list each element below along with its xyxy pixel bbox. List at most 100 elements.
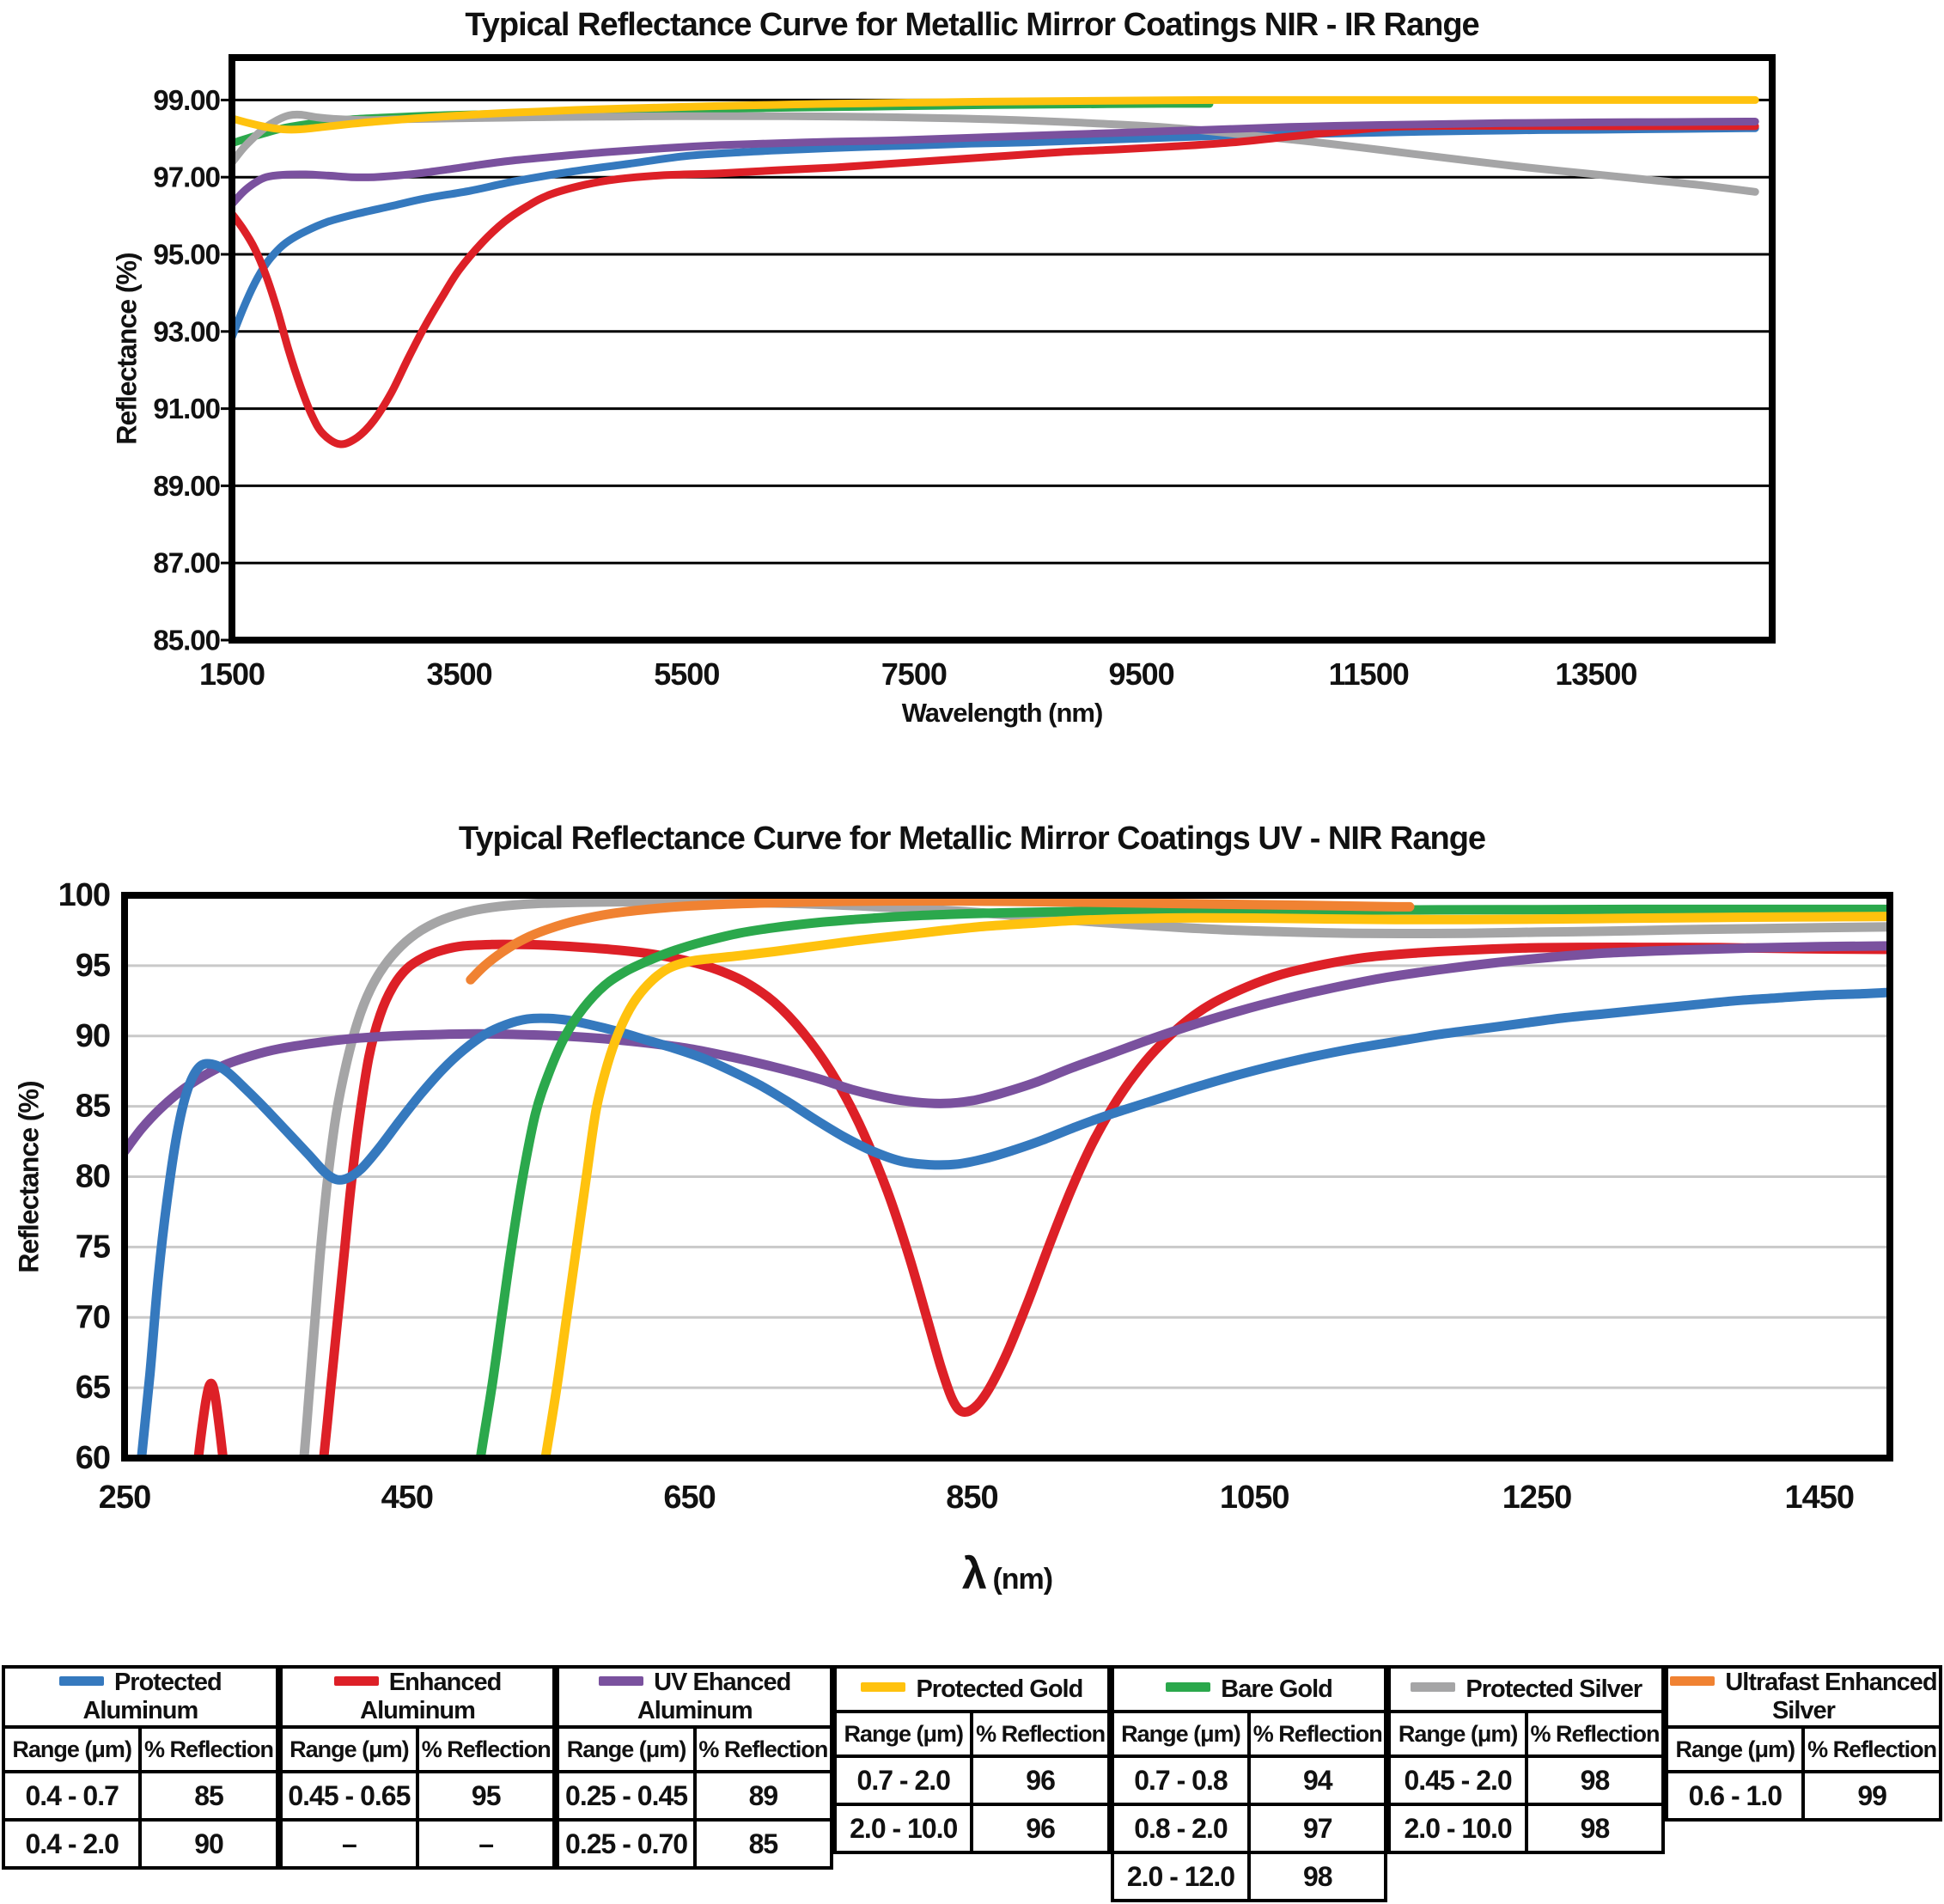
series-protected-aluminum bbox=[137, 987, 1890, 1458]
range-value: 0.7 - 2.0 bbox=[833, 1754, 974, 1806]
series-protected-aluminum bbox=[232, 124, 1759, 341]
range-value: 0.6 - 1.0 bbox=[1665, 1770, 1806, 1822]
legend-cell: Enhanced Aluminum bbox=[278, 1665, 557, 1729]
legend-cell: Bare Gold bbox=[1110, 1665, 1388, 1713]
range-header: Range (μm) bbox=[556, 1725, 697, 1773]
axis-labels: 100 95 90 85 80 75 70 65 60 250 450 650 850 1050 1250 1… bbox=[58, 877, 1855, 1516]
table-row: 0.4 - 2.0 90 bbox=[1, 1818, 279, 1870]
table-row: 0.8 - 2.0 97 bbox=[1110, 1803, 1388, 1854]
legend-swatch-icon bbox=[58, 1675, 104, 1686]
coating-column-protected-aluminum: Protected Aluminum Range (μm)% Reflection… bbox=[1, 1665, 279, 1870]
range-header: Range (μm) bbox=[1665, 1725, 1806, 1773]
coating-column-ultrafast-enhanced-silver: Ultrafast Enhanced Silver Range (μm)% Ref… bbox=[1665, 1665, 1942, 1822]
y-tick-label: 97.00 bbox=[153, 162, 220, 193]
x-tick-label: 1500 bbox=[199, 656, 265, 692]
gridlines bbox=[125, 894, 1890, 1460]
reflection-header: % Reflection bbox=[138, 1725, 279, 1773]
reflection-value: 90 bbox=[138, 1818, 279, 1870]
reflection-header: % Reflection bbox=[1247, 1710, 1388, 1758]
range-header: Range (μm) bbox=[1, 1725, 143, 1773]
y-tick-label: 95.00 bbox=[153, 239, 220, 271]
x-tick-label: 450 bbox=[381, 1480, 433, 1516]
nir-ir-chart-title: Typical Reflectance Curve for Metallic M… bbox=[465, 7, 1479, 43]
reflection-header: % Reflection bbox=[416, 1725, 557, 1773]
coating-name: Protected Gold bbox=[916, 1675, 1083, 1703]
x-tick-label: 250 bbox=[99, 1480, 150, 1516]
y-tick-label: 85.00 bbox=[153, 625, 220, 656]
range-header: Range (μm) bbox=[833, 1710, 974, 1758]
lambda-units: (nm) bbox=[992, 1563, 1053, 1596]
reflection-header: % Reflection bbox=[1801, 1725, 1942, 1773]
coating-name: Ultrafast Enhanced Silver bbox=[1725, 1669, 1937, 1724]
x-tick-label: 850 bbox=[946, 1480, 997, 1516]
y-tick-label: 65 bbox=[76, 1370, 111, 1406]
legend-swatch-icon bbox=[1166, 1682, 1211, 1693]
table-row: 2.0 - 10.0 96 bbox=[833, 1803, 1111, 1854]
y-tick-label: 60 bbox=[76, 1440, 110, 1476]
range-value: 0.4 - 2.0 bbox=[1, 1818, 143, 1870]
y-tick-label: 75 bbox=[76, 1229, 111, 1265]
range-value: 0.45 - 2.0 bbox=[1387, 1754, 1528, 1806]
range-value: 2.0 - 12.0 bbox=[1110, 1851, 1252, 1902]
x-tick-label: 13500 bbox=[1555, 656, 1636, 692]
coating-name: Bare Gold bbox=[1221, 1675, 1333, 1703]
legend-cell: Protected Gold bbox=[833, 1665, 1111, 1713]
range-header: Range (μm) bbox=[278, 1725, 420, 1773]
legend-cell: Ultrafast Enhanced Silver bbox=[1665, 1665, 1942, 1729]
uv-nir-chart: 100 95 90 85 80 75 70 65 60 250 450 650 850 1050 1250 1… bbox=[58, 877, 1893, 1516]
reflection-value: 85 bbox=[692, 1818, 834, 1870]
coatings-legend-table: Protected Aluminum Range (μm)% Reflection… bbox=[1, 1665, 1942, 1902]
series-protected-gold bbox=[232, 95, 1759, 134]
table-row: 0.25 - 0.70 85 bbox=[556, 1818, 834, 1870]
coating-name: UV Ehanced Aluminum bbox=[637, 1669, 791, 1724]
reflection-header: % Reflection bbox=[970, 1710, 1111, 1758]
coating-column-uv-ehanced-aluminum: UV Ehanced Aluminum Range (μm)% Reflectio… bbox=[556, 1665, 834, 1870]
legend-swatch-icon bbox=[861, 1682, 906, 1693]
reflection-value: 99 bbox=[1801, 1770, 1942, 1822]
table-row: 2.0 - 12.0 98 bbox=[1110, 1851, 1388, 1902]
coating-name: Protected Aluminum bbox=[82, 1669, 222, 1724]
nir-ir-y-axis-label: Reflectance (%) bbox=[111, 253, 143, 445]
range-value: 2.0 - 10.0 bbox=[833, 1803, 974, 1854]
y-tick-label: 70 bbox=[76, 1299, 110, 1335]
legend-swatch-icon bbox=[1411, 1682, 1456, 1693]
legend-cell: UV Ehanced Aluminum bbox=[556, 1665, 834, 1729]
reflection-value: 96 bbox=[970, 1754, 1111, 1806]
table-row: 2.0 - 10.0 98 bbox=[1387, 1803, 1666, 1854]
x-tick-label: 9500 bbox=[1109, 656, 1174, 692]
series-group bbox=[232, 95, 1759, 449]
series-protected-silver bbox=[299, 896, 1890, 1458]
series-ultrafast-enhanced-silver bbox=[466, 895, 1415, 985]
range-value: 0.7 - 0.8 bbox=[1110, 1754, 1252, 1806]
table-row: 0.7 - 0.8 94 bbox=[1110, 1754, 1388, 1806]
x-tick-label: 11500 bbox=[1329, 656, 1409, 692]
series-uv-ehanced-aluminum bbox=[232, 118, 1759, 209]
legend-swatch-icon bbox=[599, 1675, 644, 1686]
y-tick-label: 99.00 bbox=[153, 84, 220, 116]
table-row: 0.45 - 0.65 95 bbox=[278, 1770, 557, 1822]
legend-swatch-icon bbox=[1670, 1675, 1715, 1686]
range-value: 0.25 - 0.45 bbox=[556, 1770, 697, 1822]
x-tick-label: 1050 bbox=[1220, 1480, 1289, 1516]
y-tick-label: 95 bbox=[76, 948, 111, 984]
table-row: 0.6 - 1.0 99 bbox=[1665, 1770, 1942, 1822]
coating-column-enhanced-aluminum: Enhanced Aluminum Range (μm)% Reflection 0… bbox=[278, 1665, 557, 1870]
x-tick-label: 650 bbox=[663, 1480, 715, 1516]
reflection-value: 95 bbox=[416, 1770, 557, 1822]
series-protected-gold bbox=[540, 912, 1890, 1458]
coating-name: Enhanced Aluminum bbox=[360, 1669, 502, 1724]
x-tick-label: 1450 bbox=[1785, 1480, 1855, 1516]
range-header: Range (μm) bbox=[1110, 1710, 1252, 1758]
uv-nir-chart-title: Typical Reflectance Curve for Metallic M… bbox=[458, 821, 1486, 857]
reflection-value: 89 bbox=[692, 1770, 834, 1822]
x-tick-label: 7500 bbox=[881, 656, 947, 692]
y-tick-label: 89.00 bbox=[153, 470, 220, 502]
x-tick-label: 5500 bbox=[654, 656, 719, 692]
y-tick-label: 100 bbox=[58, 877, 110, 913]
y-tick-label: 80 bbox=[76, 1159, 110, 1195]
reflection-value: 94 bbox=[1247, 1754, 1388, 1806]
table-row: 0.4 - 0.7 85 bbox=[1, 1770, 279, 1822]
uv-nir-x-axis-label: λ (nm) bbox=[125, 1548, 1890, 1600]
reflection-value: – bbox=[416, 1818, 557, 1870]
